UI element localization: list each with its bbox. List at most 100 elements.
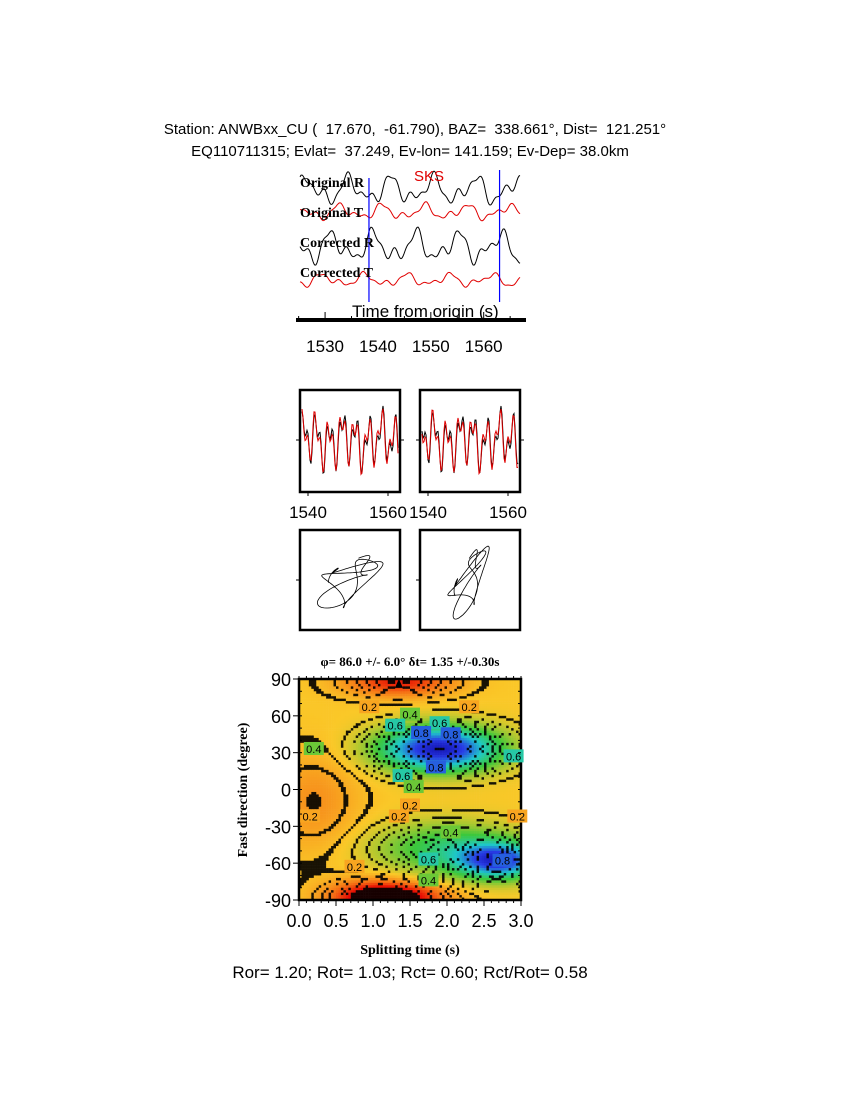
- heatmap-cell: [395, 875, 398, 879]
- heatmap-cell: [407, 855, 411, 859]
- heatmap-cell: [311, 698, 315, 702]
- tick-label: 1540: [289, 503, 327, 522]
- heatmap-cell: [410, 863, 413, 866]
- heatmap-cell: [316, 872, 320, 876]
- heatmap-cell: [360, 735, 364, 739]
- heatmap-cell: [400, 870, 403, 874]
- heatmap-cell: [363, 715, 366, 719]
- heatmap-cell: [373, 875, 376, 879]
- heatmap-cell: [392, 791, 396, 795]
- heatmap-cell: [308, 777, 312, 780]
- heatmap-cell: [392, 863, 396, 866]
- heatmap-cell: [373, 730, 376, 734]
- heatmap-cell: [392, 885, 396, 889]
- heatmap-cell: [380, 760, 384, 763]
- heatmap-cell: [301, 730, 305, 734]
- heatmap-cell: [316, 728, 320, 731]
- heatmap-cell: [333, 787, 337, 790]
- heatmap-cell: [311, 760, 315, 763]
- heatmap-cell: [348, 799, 352, 803]
- heatmap-cell: [336, 742, 339, 746]
- heatmap-cell: [321, 811, 324, 815]
- heatmap-cell: [377, 779, 381, 783]
- heatmap-cell: [308, 755, 312, 758]
- heatmap-cell: [306, 882, 310, 886]
- heatmap-cell: [380, 762, 384, 766]
- heatmap-cell: [422, 801, 426, 805]
- heatmap-cell: [373, 752, 376, 756]
- heatmap-cell: [419, 826, 423, 830]
- heatmap-cell: [419, 831, 423, 834]
- heatmap-cell: [402, 880, 406, 884]
- heatmap-cell: [348, 693, 352, 697]
- heatmap-cell: [313, 850, 317, 854]
- heatmap-cell: [336, 838, 339, 842]
- heatmap-cell: [380, 806, 384, 810]
- heatmap-cell: [350, 688, 354, 692]
- heatmap-cell: [387, 801, 391, 805]
- heatmap-cell: [380, 818, 384, 822]
- heatmap-cell: [382, 710, 386, 714]
- heatmap-cell: [308, 821, 312, 825]
- heatmap-cell: [326, 769, 329, 773]
- heatmap-cell: [412, 823, 416, 827]
- heatmap-cell: [368, 723, 371, 726]
- heatmap-cell: [299, 710, 302, 714]
- heatmap-cell: [348, 838, 352, 842]
- heatmap-cell: [303, 882, 307, 886]
- heatmap-cell: [405, 723, 408, 726]
- heatmap-cell: [419, 811, 423, 815]
- heatmap-cell: [432, 821, 435, 825]
- heatmap-cell: [358, 855, 361, 859]
- heatmap-cell: [340, 863, 344, 866]
- heatmap-cell: [321, 872, 324, 876]
- heatmap-cell: [405, 836, 408, 839]
- heatmap-cell: [377, 740, 381, 744]
- heatmap-cell: [390, 740, 394, 744]
- heatmap-cell: [316, 767, 320, 771]
- heatmap-cell: [395, 796, 398, 800]
- heatmap-cell: [345, 733, 349, 736]
- heatmap-cell: [422, 757, 426, 761]
- heatmap-cell: [422, 814, 426, 817]
- heatmap-cell: [311, 730, 315, 734]
- heatmap-cell: [323, 868, 327, 871]
- heatmap-cell: [397, 703, 401, 707]
- heatmap-cell: [400, 828, 403, 832]
- waveform-box: [418, 388, 522, 494]
- heatmap-cell: [397, 701, 401, 704]
- heatmap-cell: [392, 784, 396, 788]
- heatmap-cell: [299, 679, 302, 682]
- heatmap-cell: [316, 784, 320, 788]
- heatmap-cell: [424, 782, 428, 785]
- heatmap-cell: [432, 698, 435, 702]
- heatmap-cell: [395, 855, 398, 859]
- heatmap-cell: [400, 885, 403, 889]
- heatmap-cell: [402, 872, 406, 876]
- heatmap-cell: [410, 838, 413, 842]
- heatmap-cell: [424, 814, 428, 817]
- heatmap-cell: [410, 823, 413, 827]
- heatmap-cell: [368, 823, 371, 827]
- heatmap-cell: [432, 828, 435, 832]
- heatmap-cell: [355, 728, 359, 731]
- heatmap-cell: [350, 737, 354, 741]
- heatmap-cell: [375, 801, 379, 805]
- heatmap-cell: [328, 880, 332, 884]
- heatmap-cell: [336, 710, 339, 714]
- heatmap-cell: [311, 848, 315, 852]
- heatmap-cell: [358, 833, 361, 837]
- heatmap-cell: [427, 713, 431, 717]
- heatmap-cell: [316, 853, 320, 857]
- heatmap-cell: [382, 801, 386, 805]
- heatmap-cell: [350, 809, 354, 812]
- heatmap-cell: [353, 796, 357, 800]
- heatmap-cell: [328, 742, 332, 746]
- heatmap-cell: [343, 821, 347, 825]
- heatmap-cell: [368, 801, 371, 805]
- heatmap-cell: [343, 838, 347, 842]
- heatmap-cell: [299, 865, 302, 869]
- heatmap-cell: [299, 806, 302, 810]
- heatmap-cell: [368, 713, 371, 717]
- heatmap-cell: [417, 723, 421, 726]
